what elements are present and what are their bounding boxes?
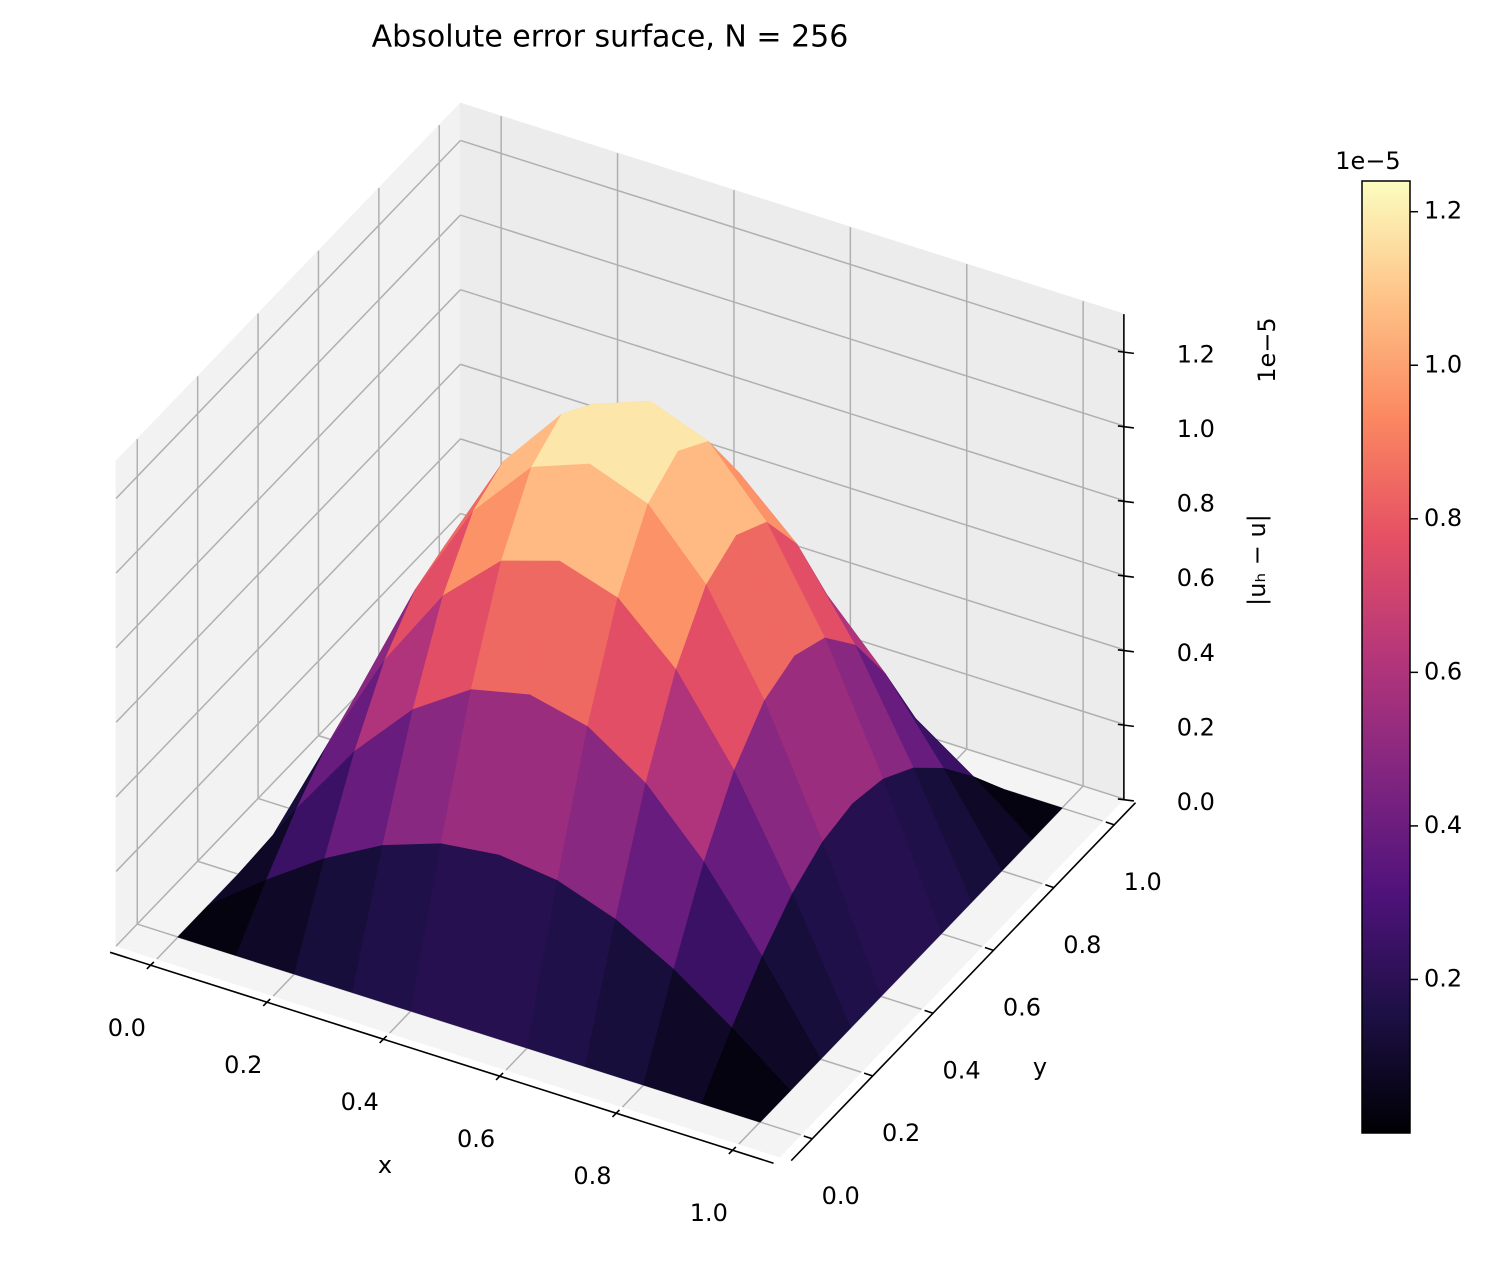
y-axis-label: y: [1033, 1053, 1047, 1081]
colorbar-offset-label: 1e−5: [1335, 147, 1400, 175]
z-tick: [1117, 798, 1134, 802]
y-axis-line: [790, 802, 1137, 1162]
y-tick: [924, 1009, 934, 1015]
grid-line: [460, 139, 1125, 353]
z-tick: [1117, 350, 1134, 355]
z-tick-label: 1.0: [1177, 415, 1215, 443]
chart-title: Absolute error surface, N = 256: [372, 20, 849, 55]
z-tick: [1117, 723, 1134, 728]
z-tick: [1117, 648, 1134, 653]
y-tick-label: 0.8: [1063, 931, 1101, 959]
x-tick-label: 0.4: [341, 1088, 379, 1116]
y-tick-label: 1.0: [1124, 868, 1162, 896]
z-tick: [1117, 425, 1134, 429]
z-tick-label: 0.2: [1177, 713, 1215, 741]
colorbar-gradient: [1361, 180, 1411, 1134]
x-tick-label: 0.8: [573, 1162, 611, 1190]
x-tick-label: 0.0: [108, 1014, 146, 1042]
grid-line: [115, 139, 461, 499]
surface-patch: [701, 1027, 791, 1123]
grid-line: [115, 363, 461, 723]
colorbar-tick-label: 0.6: [1424, 657, 1462, 685]
grid-line: [115, 438, 461, 798]
z-tick: [1117, 499, 1134, 504]
grid-line: [460, 288, 1125, 502]
y-tick: [803, 1135, 813, 1140]
grid-line: [115, 289, 461, 649]
colorbar: 0.2 0.4 0.6 0.8 1.0 1.2: [1361, 180, 1462, 1134]
z-tick-label: 0.8: [1177, 490, 1215, 518]
z-tick-label: 0.6: [1177, 564, 1215, 592]
x-tick-label: 1.0: [690, 1199, 728, 1227]
x-tick-label: 0.6: [457, 1125, 495, 1153]
colorbar-tick-label: 1.2: [1424, 197, 1462, 225]
y-tick-label: 0.6: [1003, 994, 1041, 1022]
z-axis-label: |uₕ − u|: [1243, 514, 1271, 606]
y-tick-label: 0.2: [882, 1119, 920, 1147]
y-tick-label: 0.4: [942, 1056, 980, 1084]
colorbar-tick-label: 0.2: [1424, 964, 1462, 992]
y-tick: [984, 946, 995, 952]
z-tick-label: 0.4: [1177, 639, 1215, 667]
z-tick: [1117, 574, 1134, 578]
y-tick: [1045, 883, 1055, 889]
grid-line: [460, 363, 1125, 576]
axes: 0.0 0.2 0.4 0.6 0.8 1.0 0.0 0.2 0.4 0.6 0.8 1.0 0.0 0…: [108, 314, 1215, 1227]
x-tick-label: 0.2: [224, 1051, 262, 1079]
z-tick-label: 0.0: [1177, 788, 1215, 816]
colorbar-tick-label: 1.0: [1424, 350, 1462, 378]
grid-line: [460, 214, 1125, 427]
colorbar-tick-label: 0.8: [1424, 504, 1462, 532]
colorbar-tick-label: 0.4: [1424, 811, 1462, 839]
surface: [177, 400, 1063, 1123]
grid-line: [115, 214, 461, 574]
y-tick: [1105, 821, 1115, 826]
y-tick-label: 0.0: [822, 1182, 860, 1210]
grid-line: [115, 512, 461, 872]
x-axis-label: x: [378, 1151, 392, 1179]
z-tick-label: 1.2: [1177, 340, 1215, 368]
x-axis-line: [109, 951, 774, 1164]
z-offset-label: 1e−5: [1253, 317, 1281, 382]
y-tick: [863, 1072, 874, 1077]
